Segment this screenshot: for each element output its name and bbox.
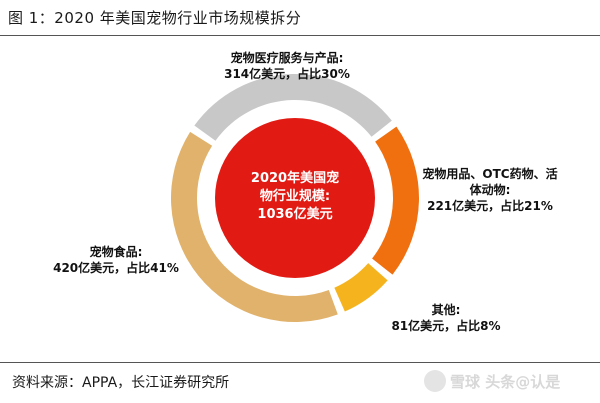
bottom-rule xyxy=(0,362,600,363)
slice-label-1-line-0: 宠物用品、OTC药物、活 xyxy=(422,166,557,181)
watermark: 雪球 头条@认是 xyxy=(424,370,560,392)
slice-label-0-line-0: 宠物医疗服务与产品: xyxy=(231,50,344,65)
donut-slice-1 xyxy=(372,126,419,275)
slice-label-1-line-1: 体动物: xyxy=(470,182,511,197)
slice-labels: 宠物医疗服务与产品:314亿美元，占比30% 宠物用品、OTC药物、活体动物:22… xyxy=(53,50,557,333)
donut-slice-3 xyxy=(171,131,338,322)
center-label-line-1: 物行业规模: xyxy=(260,188,330,204)
slice-label-3-line-0: 宠物食品: xyxy=(90,244,143,259)
donut-slice-2 xyxy=(334,263,388,312)
center-label-line-0: 2020年美国宠 xyxy=(251,170,339,186)
watermark-text: 雪球 头条@认是 xyxy=(450,372,561,391)
center-disc xyxy=(215,118,375,278)
watermark-logo-icon xyxy=(424,370,446,392)
slice-label-3-line-1: 420亿美元，占比41% xyxy=(53,260,179,275)
figure-title: 图 1：2020 年美国宠物行业市场规模拆分 xyxy=(8,9,302,27)
slice-label-2-line-0: 其他: xyxy=(432,302,461,317)
slice-label-2-line-1: 81亿美元，占比8% xyxy=(391,318,500,333)
donut-slices xyxy=(171,73,419,322)
slice-label-0-line-1: 314亿美元，占比30% xyxy=(224,66,350,81)
top-rule xyxy=(0,35,600,36)
source-note: 资料来源：APPA，长江证券研究所 xyxy=(12,375,230,391)
donut-slice-0 xyxy=(194,73,392,141)
slice-label-1-line-2: 221亿美元，占比21% xyxy=(427,198,553,213)
center-label-line-2: 1036亿美元 xyxy=(257,206,332,222)
